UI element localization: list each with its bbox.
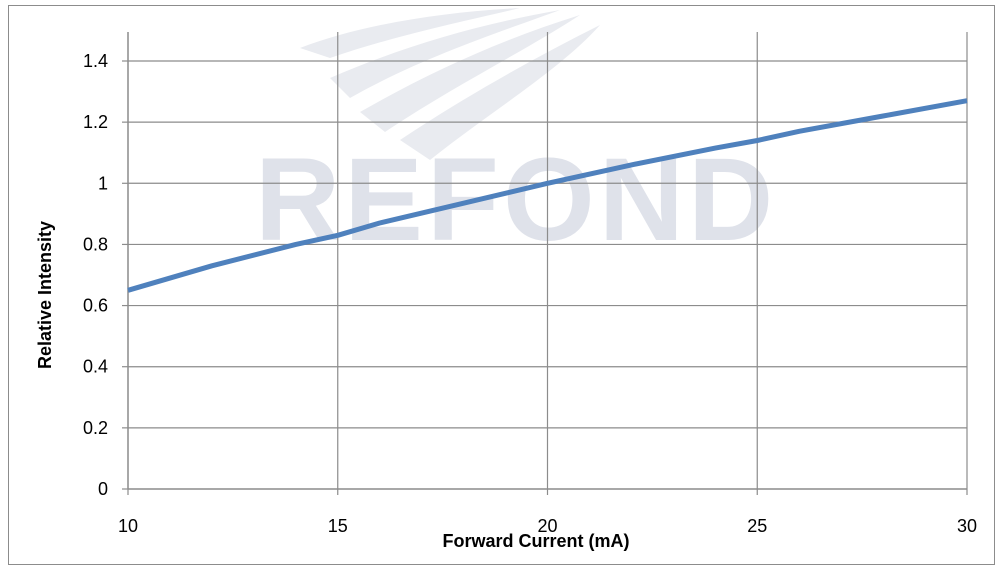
- watermark-swoosh-1: [300, 8, 520, 58]
- y-tick-label: 0: [98, 479, 108, 499]
- tick-labels: 0 0.2 0.4 0.6 0.8 1 1.2 1.4 10 15 20 25 30: [83, 51, 977, 536]
- y-tick-label: 0.2: [83, 418, 108, 438]
- watermark-swoosh-2: [330, 10, 560, 98]
- y-axis-title: Relative Intensity: [35, 221, 55, 369]
- y-tick-label: 0.8: [83, 234, 108, 254]
- x-tick-label: 30: [957, 516, 977, 536]
- axes: [127, 32, 967, 490]
- x-tick-label: 10: [118, 516, 138, 536]
- y-tick-label: 0.4: [83, 357, 108, 377]
- y-tick-label: 1.4: [83, 51, 108, 71]
- x-tick-label: 15: [328, 516, 348, 536]
- x-tick-label: 20: [537, 516, 557, 536]
- y-tick-label: 1.2: [83, 112, 108, 132]
- x-tick-label: 25: [747, 516, 767, 536]
- y-tick-label: 1: [98, 173, 108, 193]
- watermark: REFOND: [255, 8, 773, 266]
- watermark-swoosh-3: [360, 15, 580, 132]
- series-layer: [127, 98, 968, 293]
- x-axis-title: Forward Current (mA): [442, 531, 629, 551]
- watermark-swoosh-4: [400, 25, 600, 160]
- y-tick-label: 0.6: [83, 296, 108, 316]
- series-line-0: [127, 98, 968, 293]
